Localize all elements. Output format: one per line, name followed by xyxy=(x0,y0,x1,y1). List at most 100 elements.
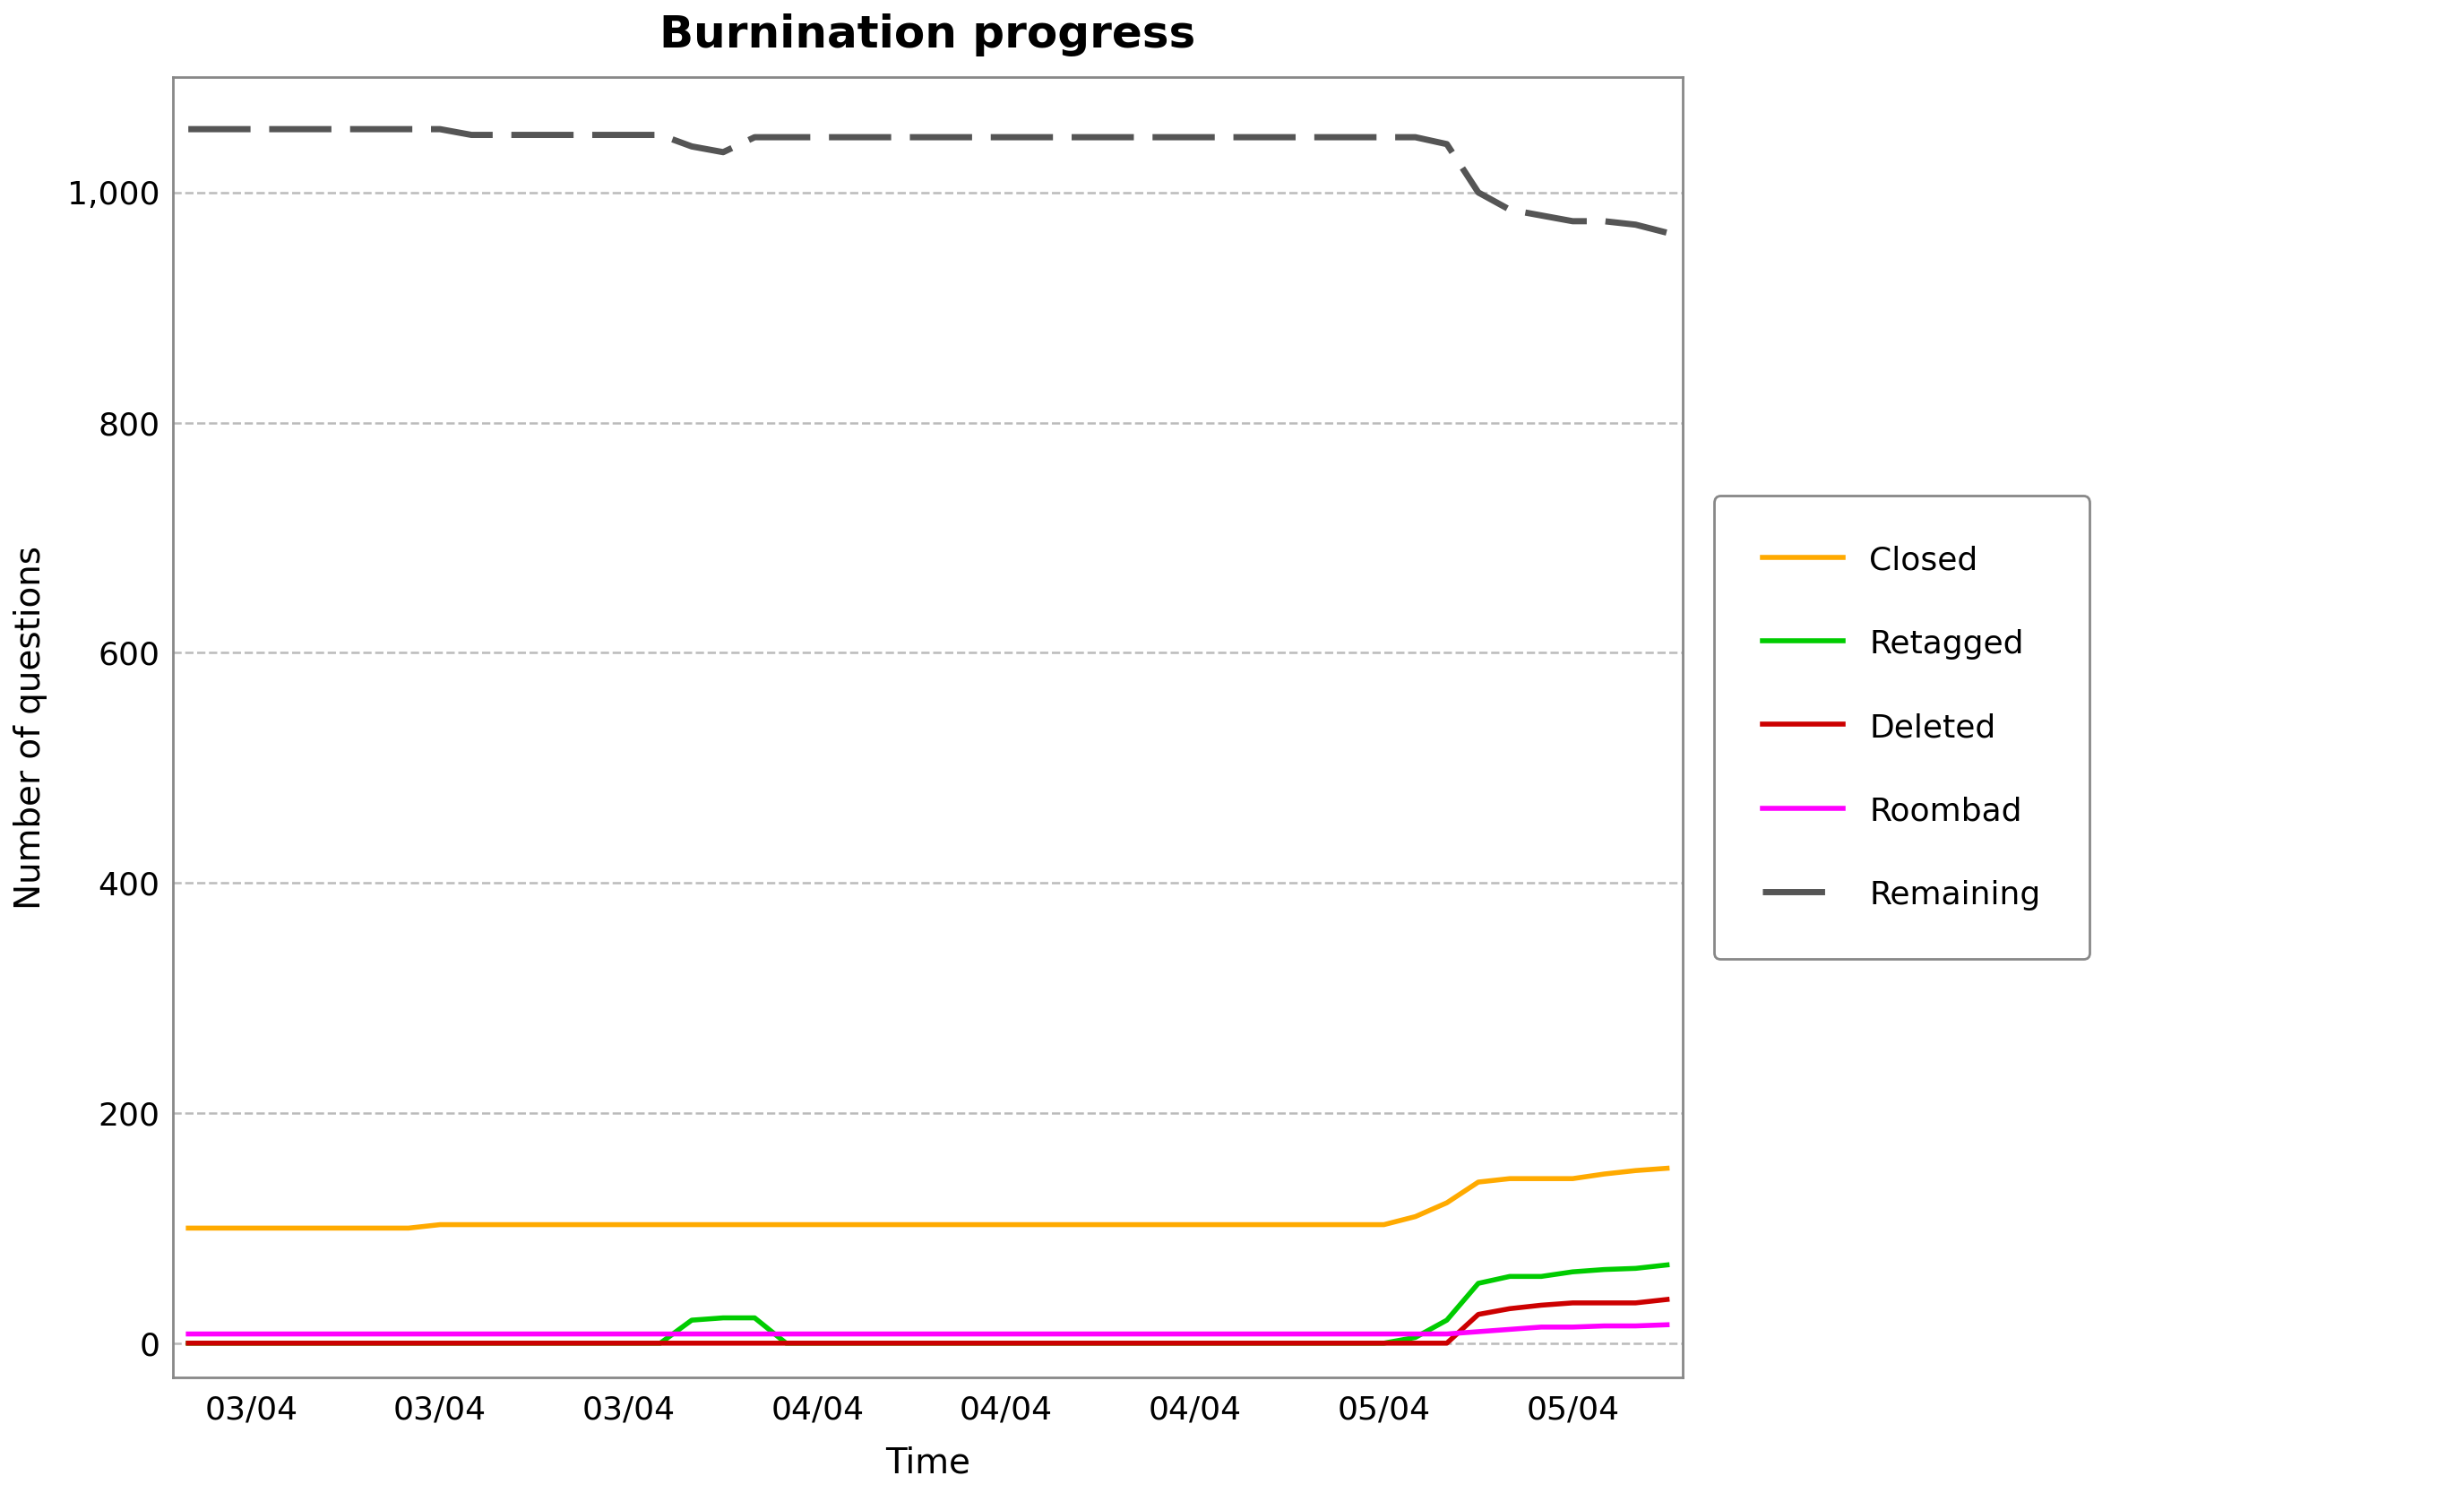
Roombad xyxy=(456,1324,485,1342)
Closed xyxy=(1338,1215,1368,1233)
Closed xyxy=(1496,1169,1525,1187)
Closed xyxy=(646,1215,675,1233)
Roombad xyxy=(269,1324,298,1342)
Remaining xyxy=(1212,128,1242,146)
Deleted xyxy=(1589,1294,1619,1312)
Roombad xyxy=(929,1324,958,1342)
Remaining xyxy=(520,125,549,143)
Retagged xyxy=(991,1335,1020,1353)
Roombad xyxy=(897,1324,926,1342)
Roombad xyxy=(1525,1318,1555,1336)
Remaining xyxy=(1116,128,1146,146)
Roombad xyxy=(1274,1324,1303,1342)
Deleted xyxy=(237,1335,266,1353)
Closed xyxy=(707,1215,737,1233)
Closed xyxy=(1400,1208,1429,1226)
Deleted xyxy=(646,1335,675,1353)
Remaining xyxy=(929,128,958,146)
Retagged xyxy=(394,1335,424,1353)
Roombad xyxy=(582,1324,611,1342)
Closed xyxy=(1180,1215,1210,1233)
Closed xyxy=(520,1215,549,1233)
Roombad xyxy=(865,1324,894,1342)
Remaining xyxy=(1621,215,1651,233)
Closed xyxy=(330,1220,360,1238)
Deleted xyxy=(205,1335,234,1353)
Remaining xyxy=(1653,224,1683,242)
Roombad xyxy=(1370,1324,1400,1342)
Closed xyxy=(803,1215,833,1233)
Remaining xyxy=(330,121,360,139)
Roombad xyxy=(1496,1320,1525,1338)
Closed xyxy=(614,1215,643,1233)
Deleted xyxy=(362,1335,392,1353)
Roombad xyxy=(1116,1324,1146,1342)
Deleted xyxy=(1621,1294,1651,1312)
Roombad xyxy=(1306,1324,1335,1342)
Remaining xyxy=(394,121,424,139)
Closed xyxy=(1087,1215,1116,1233)
Remaining xyxy=(582,125,611,143)
Roombad xyxy=(1212,1324,1242,1342)
Deleted xyxy=(991,1335,1020,1353)
Remaining xyxy=(991,128,1020,146)
Closed xyxy=(1244,1215,1274,1233)
Retagged xyxy=(456,1335,485,1353)
Deleted xyxy=(1432,1335,1461,1353)
Roombad xyxy=(520,1324,549,1342)
Retagged xyxy=(1653,1256,1683,1274)
Retagged xyxy=(1464,1275,1493,1293)
Closed xyxy=(269,1220,298,1238)
Roombad xyxy=(330,1324,360,1342)
Retagged xyxy=(1525,1268,1555,1285)
Line: Closed: Closed xyxy=(187,1168,1668,1229)
Remaining xyxy=(1370,128,1400,146)
Closed xyxy=(1023,1215,1052,1233)
Closed xyxy=(739,1215,769,1233)
Retagged xyxy=(1023,1335,1052,1353)
Deleted xyxy=(301,1335,330,1353)
Closed xyxy=(1557,1169,1587,1187)
Closed xyxy=(897,1215,926,1233)
Roombad xyxy=(835,1324,865,1342)
Remaining xyxy=(646,125,675,143)
Retagged xyxy=(707,1309,737,1327)
Deleted xyxy=(1525,1296,1555,1314)
Closed xyxy=(1432,1194,1461,1212)
Deleted xyxy=(1244,1335,1274,1353)
Closed xyxy=(1116,1215,1146,1233)
Retagged xyxy=(803,1335,833,1353)
Deleted xyxy=(1055,1335,1084,1353)
Roombad xyxy=(1180,1324,1210,1342)
Remaining xyxy=(1023,128,1052,146)
Deleted xyxy=(678,1335,707,1353)
Roombad xyxy=(991,1324,1020,1342)
Line: Retagged: Retagged xyxy=(187,1265,1668,1344)
Deleted xyxy=(1338,1335,1368,1353)
Remaining xyxy=(961,128,991,146)
Retagged xyxy=(362,1335,392,1353)
Deleted xyxy=(1400,1335,1429,1353)
Closed xyxy=(1370,1215,1400,1233)
Deleted xyxy=(865,1335,894,1353)
Retagged xyxy=(269,1335,298,1353)
Remaining xyxy=(1557,212,1587,230)
Roombad xyxy=(614,1324,643,1342)
Retagged xyxy=(205,1335,234,1353)
Roombad xyxy=(426,1324,456,1342)
Roombad xyxy=(1338,1324,1368,1342)
Roombad xyxy=(172,1324,202,1342)
Retagged xyxy=(771,1335,801,1353)
Retagged xyxy=(1148,1335,1178,1353)
Roombad xyxy=(1023,1324,1052,1342)
Roombad xyxy=(739,1324,769,1342)
Retagged xyxy=(1244,1335,1274,1353)
Closed xyxy=(1212,1215,1242,1233)
Remaining xyxy=(1180,128,1210,146)
Closed xyxy=(1274,1215,1303,1233)
Closed xyxy=(1589,1165,1619,1182)
Retagged xyxy=(897,1335,926,1353)
Closed xyxy=(488,1215,517,1233)
X-axis label: Time: Time xyxy=(885,1445,971,1480)
Closed xyxy=(1148,1215,1178,1233)
